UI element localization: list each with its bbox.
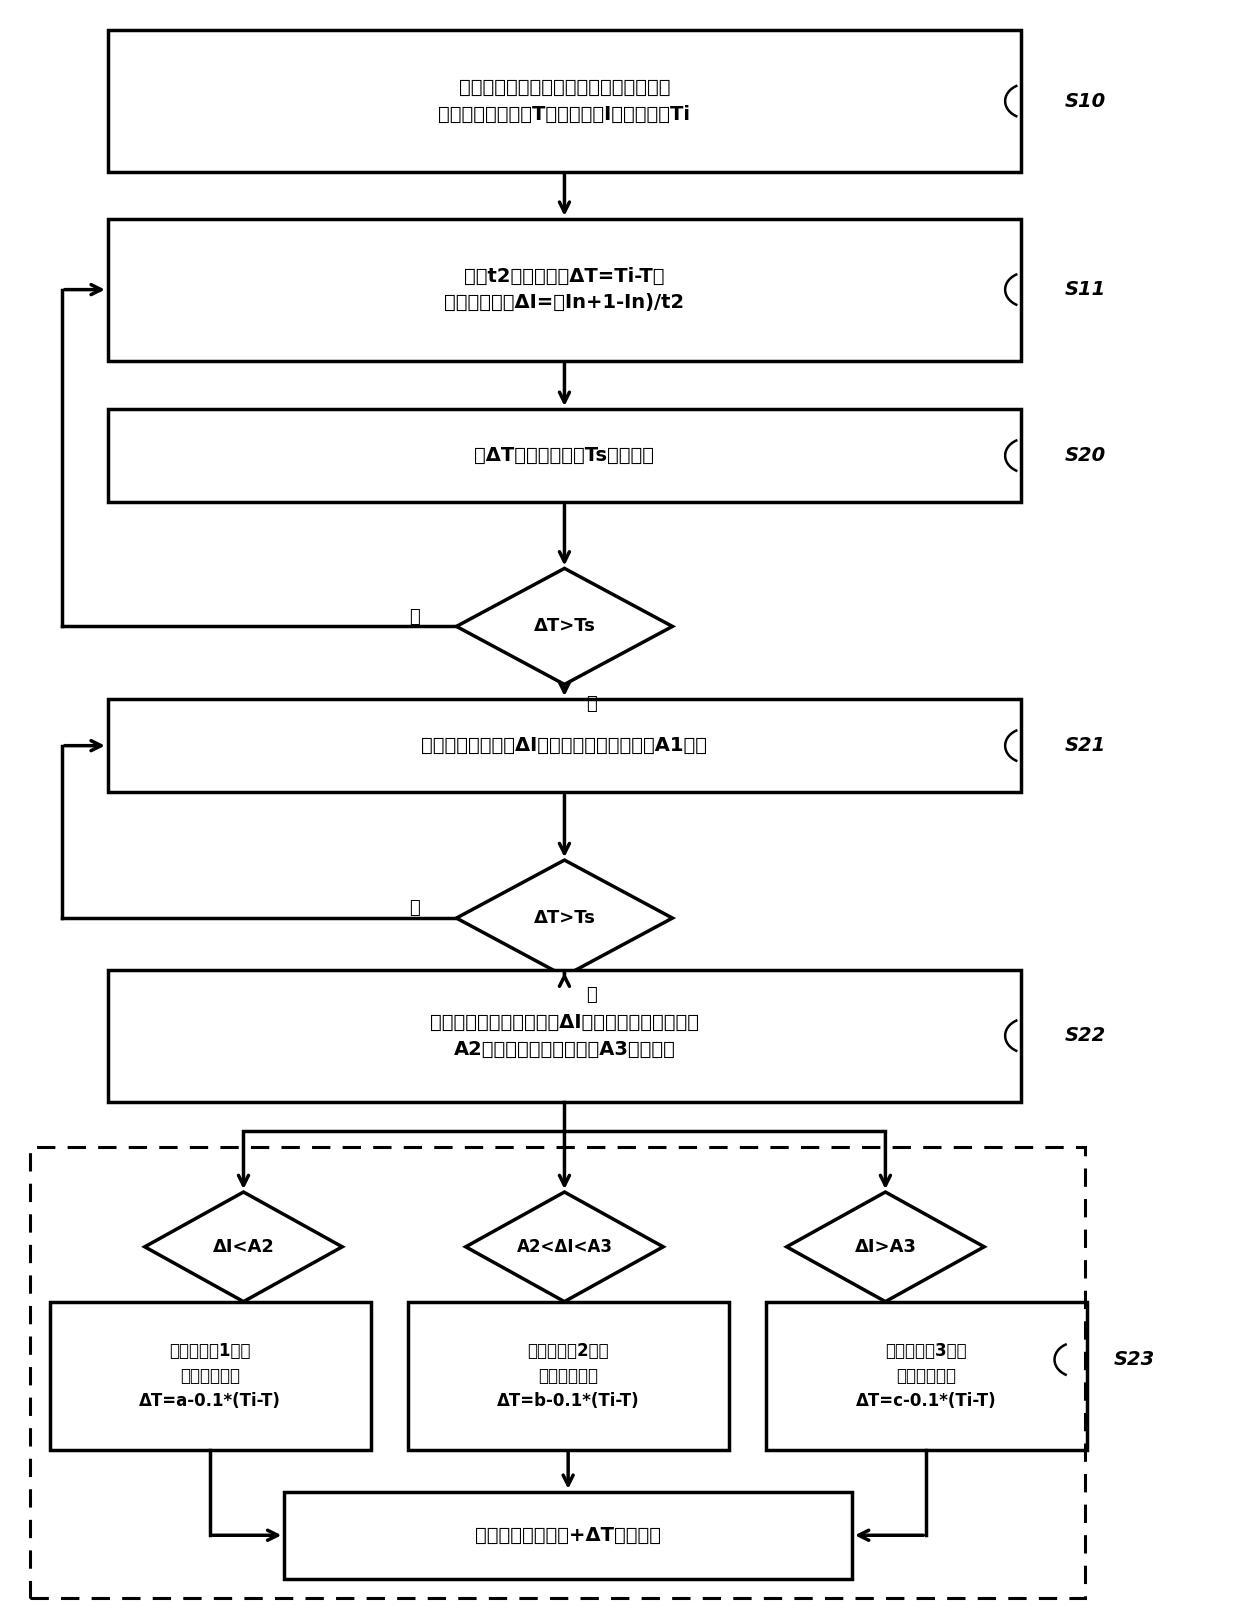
Text: 是: 是: [587, 695, 596, 713]
Text: 除湿度等级3级，
温度修正值为
ΔT=c-0.1*(Ti-T): 除湿度等级3级， 温度修正值为 ΔT=c-0.1*(Ti-T): [856, 1342, 997, 1410]
Bar: [765, 1302, 1086, 1450]
Text: ΔT>Ts: ΔT>Ts: [533, 909, 595, 927]
Polygon shape: [145, 1192, 342, 1302]
Bar: [284, 1492, 852, 1578]
Bar: [108, 970, 1022, 1101]
Text: S20: S20: [1064, 446, 1106, 466]
Text: 除湿度等级2级，
温度修正值为
ΔT=b-0.1*(Ti-T): 除湿度等级2级， 温度修正值为 ΔT=b-0.1*(Ti-T): [497, 1342, 640, 1410]
Text: 否: 否: [409, 608, 419, 626]
Text: ΔT>Ts: ΔT>Ts: [533, 618, 595, 635]
Bar: [408, 1302, 729, 1450]
Text: S11: S11: [1064, 280, 1106, 299]
Bar: [50, 1302, 371, 1450]
Polygon shape: [466, 1192, 663, 1302]
Text: 满足制冷效果，将ΔI与第一电流变化预设值A1比较: 满足制冷效果，将ΔI与第一电流变化预设值A1比较: [422, 736, 708, 755]
Text: 满足除湿度过量条件，将ΔI与第二电流变化预设值
A2、第三电流变化预设值A3进行比较: 满足除湿度过量条件，将ΔI与第二电流变化预设值 A2、第三电流变化预设值A3进行…: [430, 1012, 699, 1059]
Text: 除湿度等级1级，
温度修正值为
ΔT=a-0.1*(Ti-T): 除湿度等级1级， 温度修正值为 ΔT=a-0.1*(Ti-T): [139, 1342, 281, 1410]
Polygon shape: [456, 860, 672, 977]
Text: S22: S22: [1064, 1027, 1106, 1045]
Text: S10: S10: [1064, 92, 1106, 110]
Text: 空调器在制冷模式下运行第一预设时间，
获取室内盘管温度T、风机电流I、环境温度Ti: 空调器在制冷模式下运行第一预设时间， 获取室内盘管温度T、风机电流I、环境温度T…: [439, 78, 691, 125]
Text: 空调器以目标参数+ΔT温度运行: 空调器以目标参数+ΔT温度运行: [475, 1526, 661, 1544]
Bar: [108, 31, 1022, 171]
Polygon shape: [456, 569, 672, 684]
Text: ΔI<A2: ΔI<A2: [212, 1237, 274, 1256]
Text: ΔI>A3: ΔI>A3: [854, 1237, 916, 1256]
Bar: [108, 218, 1022, 361]
Text: 每隔t2时间，计算ΔT=Ti-T，
电流变化速率ΔI=（In+1-In)/t2: 每隔t2时间，计算ΔT=Ti-T， 电流变化速率ΔI=（In+1-In)/t2: [444, 267, 684, 312]
Bar: [108, 699, 1022, 792]
Bar: [108, 409, 1022, 503]
Text: S21: S21: [1064, 736, 1106, 755]
Text: 将ΔT与温度预设值Ts进行比较: 将ΔT与温度预设值Ts进行比较: [475, 446, 655, 466]
Bar: [30, 1146, 1085, 1598]
Text: S23: S23: [1114, 1350, 1154, 1370]
Text: A2<ΔI<A3: A2<ΔI<A3: [516, 1237, 613, 1256]
Text: 是: 是: [587, 986, 596, 1004]
Polygon shape: [786, 1192, 985, 1302]
Text: 否: 否: [409, 899, 419, 917]
